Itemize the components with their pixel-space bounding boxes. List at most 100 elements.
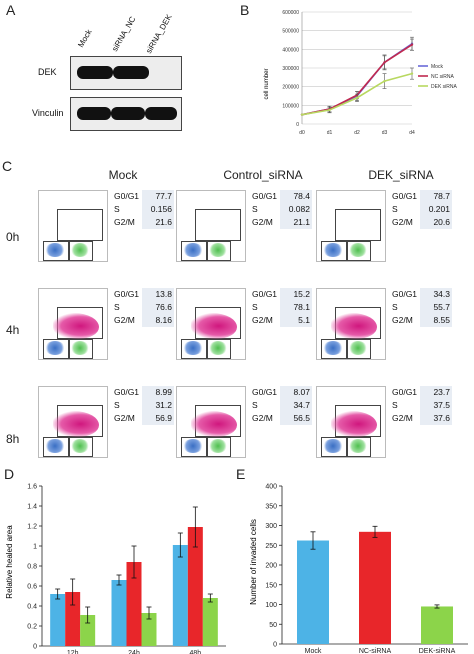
flow-stats-row: S 0.082 [252, 203, 312, 216]
flow-gate-s [195, 209, 241, 241]
flow-plot [176, 190, 246, 262]
invasion-chart-x-tick-label: DEK-siRNA [419, 648, 456, 654]
healing-chart-bar [65, 592, 81, 646]
flow-stats-row: G0/G1 77.7 [114, 190, 174, 203]
flow-gate-g2m [347, 241, 371, 261]
blot-row-label-dek: DEK [38, 67, 57, 77]
flow-population-s [331, 411, 377, 437]
flow-gate-g1 [43, 339, 69, 359]
invasion-chart-bar [359, 531, 391, 644]
flow-stats-value: 0.201 [420, 203, 452, 216]
flow-gate-g1 [43, 437, 69, 457]
flow-stats-value: 34.7 [280, 399, 312, 412]
flow-plot [316, 386, 386, 458]
band-vinculin-mock [77, 107, 111, 120]
line-chart-grid [301, 11, 412, 125]
flow-population-g2m [71, 243, 89, 257]
invasion-chart-y-tick-label: 250 [265, 543, 277, 550]
flow-plot [176, 288, 246, 360]
flow-plot [38, 190, 108, 262]
flow-stats-row: G2/M 37.6 [392, 412, 452, 425]
healing-chart-bar [111, 580, 127, 646]
flow-stats-label: G0/G1 [392, 191, 418, 201]
flow-stats-table: G0/G1 77.7 S 0.156 G2/M 21.6 [114, 190, 174, 229]
flow-gate-g2m [207, 339, 231, 359]
healing-chart-bar [172, 545, 188, 646]
band-vinculin-dek [145, 107, 177, 120]
flow-plot [316, 190, 386, 262]
flow-gate-g2m [347, 437, 371, 457]
flow-gate-g1 [181, 437, 207, 457]
flow-stats-value: 20.6 [420, 216, 452, 229]
flow-population-s [191, 313, 237, 339]
flow-stats-row: G0/G1 8.07 [252, 386, 312, 399]
flow-row-label-0h: 0h [6, 230, 20, 244]
healing-chart-y-tick-label: 0.4 [27, 604, 37, 611]
flow-stats-row: S 34.7 [252, 399, 312, 412]
flow-gate-g2m [347, 339, 371, 359]
invasion-chart-x-tick-label: NC-siRNA [359, 648, 392, 654]
healing-chart-bars: 12h 24h 48h [50, 506, 218, 654]
lane-label-sirna-nc: siRNA_NC [110, 15, 138, 53]
line-chart-y-tick-label: 0 [296, 122, 299, 128]
line-chart-series-line [301, 43, 413, 116]
blot-vinculin [70, 97, 182, 131]
flow-population-g2m [71, 439, 89, 453]
flow-col-title-control: Control_siRNA [223, 168, 303, 182]
flow-stats-value: 31.2 [142, 399, 174, 412]
flow-stats-row: S 0.156 [114, 203, 174, 216]
flow-stats-row: G0/G1 15.2 [252, 288, 312, 301]
flow-population-g1 [323, 341, 343, 355]
flow-gate-g2m [69, 437, 93, 457]
flow-stats-value: 0.082 [280, 203, 312, 216]
panel-label-a: A [6, 2, 16, 18]
invasion-chart-y-tick-label: 400 [265, 484, 277, 491]
panel-label-b: B [240, 2, 250, 18]
line-chart-y-tick-label: 400000 [282, 47, 299, 53]
flow-stats-row: S 76.6 [114, 301, 174, 314]
invasion-chart-y-tick-label: 200 [265, 563, 277, 570]
flow-population-s [331, 313, 377, 339]
lane-label-sirna-dek: siRNA_DEK [144, 12, 174, 55]
line-chart-series [300, 36, 414, 116]
flow-stats-row: S 31.2 [114, 399, 174, 412]
flow-gate-s [57, 209, 103, 241]
line-chart-x-tick-label: d0 [299, 130, 305, 136]
flow-stats-value: 5.1 [280, 314, 312, 327]
flow-population-s [53, 313, 99, 339]
panel-label-d: D [4, 466, 15, 482]
invasion-chart-y-label: Number of invaded cells [249, 519, 258, 605]
flow-stats-label: S [392, 400, 398, 410]
healing-chart-x-tick-label: 12h [67, 650, 79, 654]
flow-stats-row: S 0.201 [392, 203, 452, 216]
invasion-chart: 0 50 100 150 200 250 300 350 400 Number of invad… [249, 484, 468, 654]
panel-label-e: E [236, 466, 246, 482]
flow-stats-row: G2/M 21.6 [114, 216, 174, 229]
growth-curve-chart: 0 100000 200000 300000 400000 500000 600000 d0… [264, 10, 458, 136]
flow-stats-label: S [252, 302, 258, 312]
flow-gate-g2m [207, 437, 231, 457]
flow-stats-label: G0/G1 [114, 387, 140, 397]
flow-plot [176, 386, 246, 458]
flow-stats-value: 8.55 [420, 314, 452, 327]
flow-stats-label: G2/M [252, 413, 273, 423]
line-chart-y-tick-label: 600000 [282, 10, 299, 16]
flow-stats-label: G2/M [252, 315, 273, 325]
flow-population-g2m [349, 439, 367, 453]
flow-stats-row: G0/G1 13.8 [114, 288, 174, 301]
flow-stats-label: S [392, 302, 398, 312]
invasion-chart-y-tick-label: 300 [265, 523, 277, 530]
flow-stats-value: 8.07 [280, 386, 312, 399]
flow-plot [38, 288, 108, 360]
invasion-chart-y-tick-label: 350 [265, 503, 277, 510]
flow-stats-label: S [252, 204, 258, 214]
line-chart-y-tick-label: 200000 [282, 85, 299, 91]
healing-chart-y-tick-label: 1.6 [27, 484, 37, 491]
healing-chart-x-tick-label: 48h [189, 650, 201, 654]
flow-population-g1 [323, 439, 343, 453]
line-chart-legend: Mock NC siRNA DEK siRNA [418, 64, 458, 90]
healing-chart-y-tick-label: 0 [33, 644, 37, 651]
healing-chart-x-tick-label: 24h [128, 650, 140, 654]
flow-stats-table: G0/G1 23.7 S 37.5 G2/M 37.6 [392, 386, 452, 425]
flow-stats-value: 21.6 [142, 216, 174, 229]
